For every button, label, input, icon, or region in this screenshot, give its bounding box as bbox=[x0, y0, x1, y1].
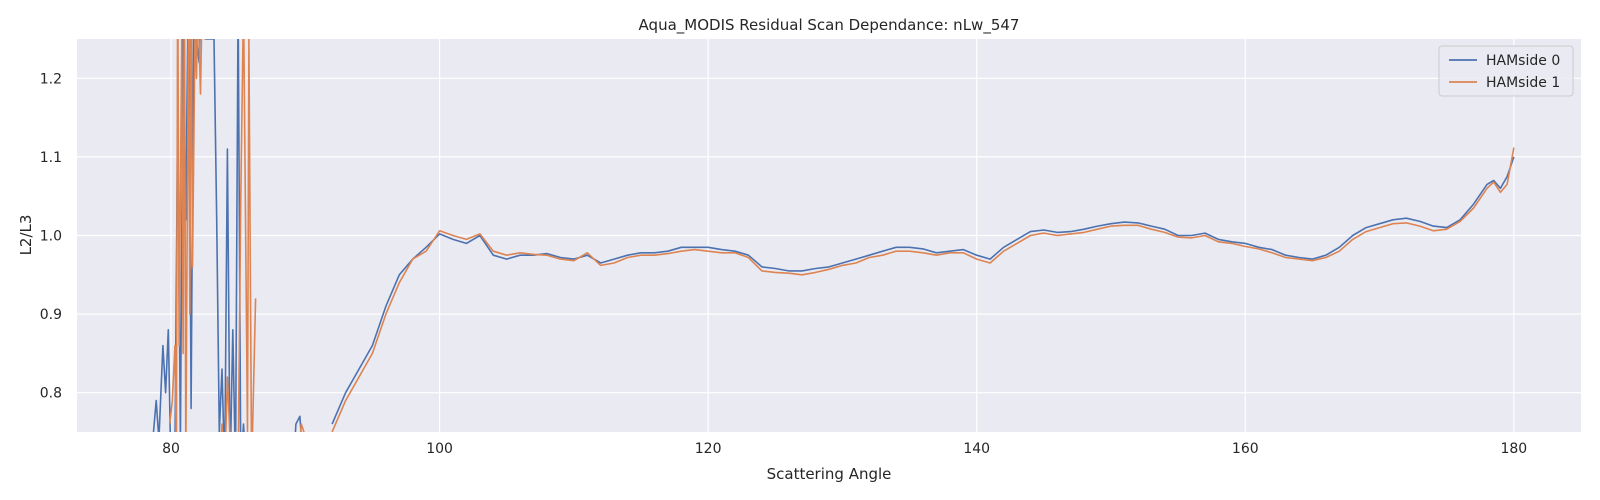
legend-label: HAMside 0 bbox=[1486, 53, 1560, 69]
y-tick-label: 0.9 bbox=[40, 307, 62, 323]
x-tick-label: 120 bbox=[695, 441, 722, 457]
chart-title: Aqua_MODIS Residual Scan Dependance: nLw… bbox=[639, 16, 1020, 35]
legend: HAMside 0 HAMside 1 bbox=[1438, 45, 1574, 97]
y-axis-label: L2/L3 bbox=[17, 215, 35, 256]
series-layer bbox=[152, 39, 1515, 432]
y-axis-ticks: 0.8 0.9 1.0 1.1 1.2 bbox=[40, 71, 62, 401]
x-tick-label: 180 bbox=[1500, 441, 1527, 457]
x-tick-label: 80 bbox=[162, 441, 180, 457]
legend-label: HAMside 1 bbox=[1486, 75, 1560, 91]
x-tick-label: 140 bbox=[963, 441, 990, 457]
grid bbox=[77, 39, 1581, 432]
y-tick-label: 1.0 bbox=[40, 229, 62, 245]
x-axis-ticks: 80 100 120 140 160 180 bbox=[162, 441, 1527, 457]
legend-box bbox=[1438, 45, 1574, 97]
x-tick-label: 100 bbox=[426, 441, 453, 457]
y-tick-label: 1.2 bbox=[40, 71, 62, 87]
y-tick-label: 0.8 bbox=[40, 386, 62, 402]
x-axis-label: Scattering Angle bbox=[767, 465, 892, 483]
y-tick-label: 1.1 bbox=[40, 150, 62, 166]
x-tick-label: 160 bbox=[1232, 441, 1259, 457]
